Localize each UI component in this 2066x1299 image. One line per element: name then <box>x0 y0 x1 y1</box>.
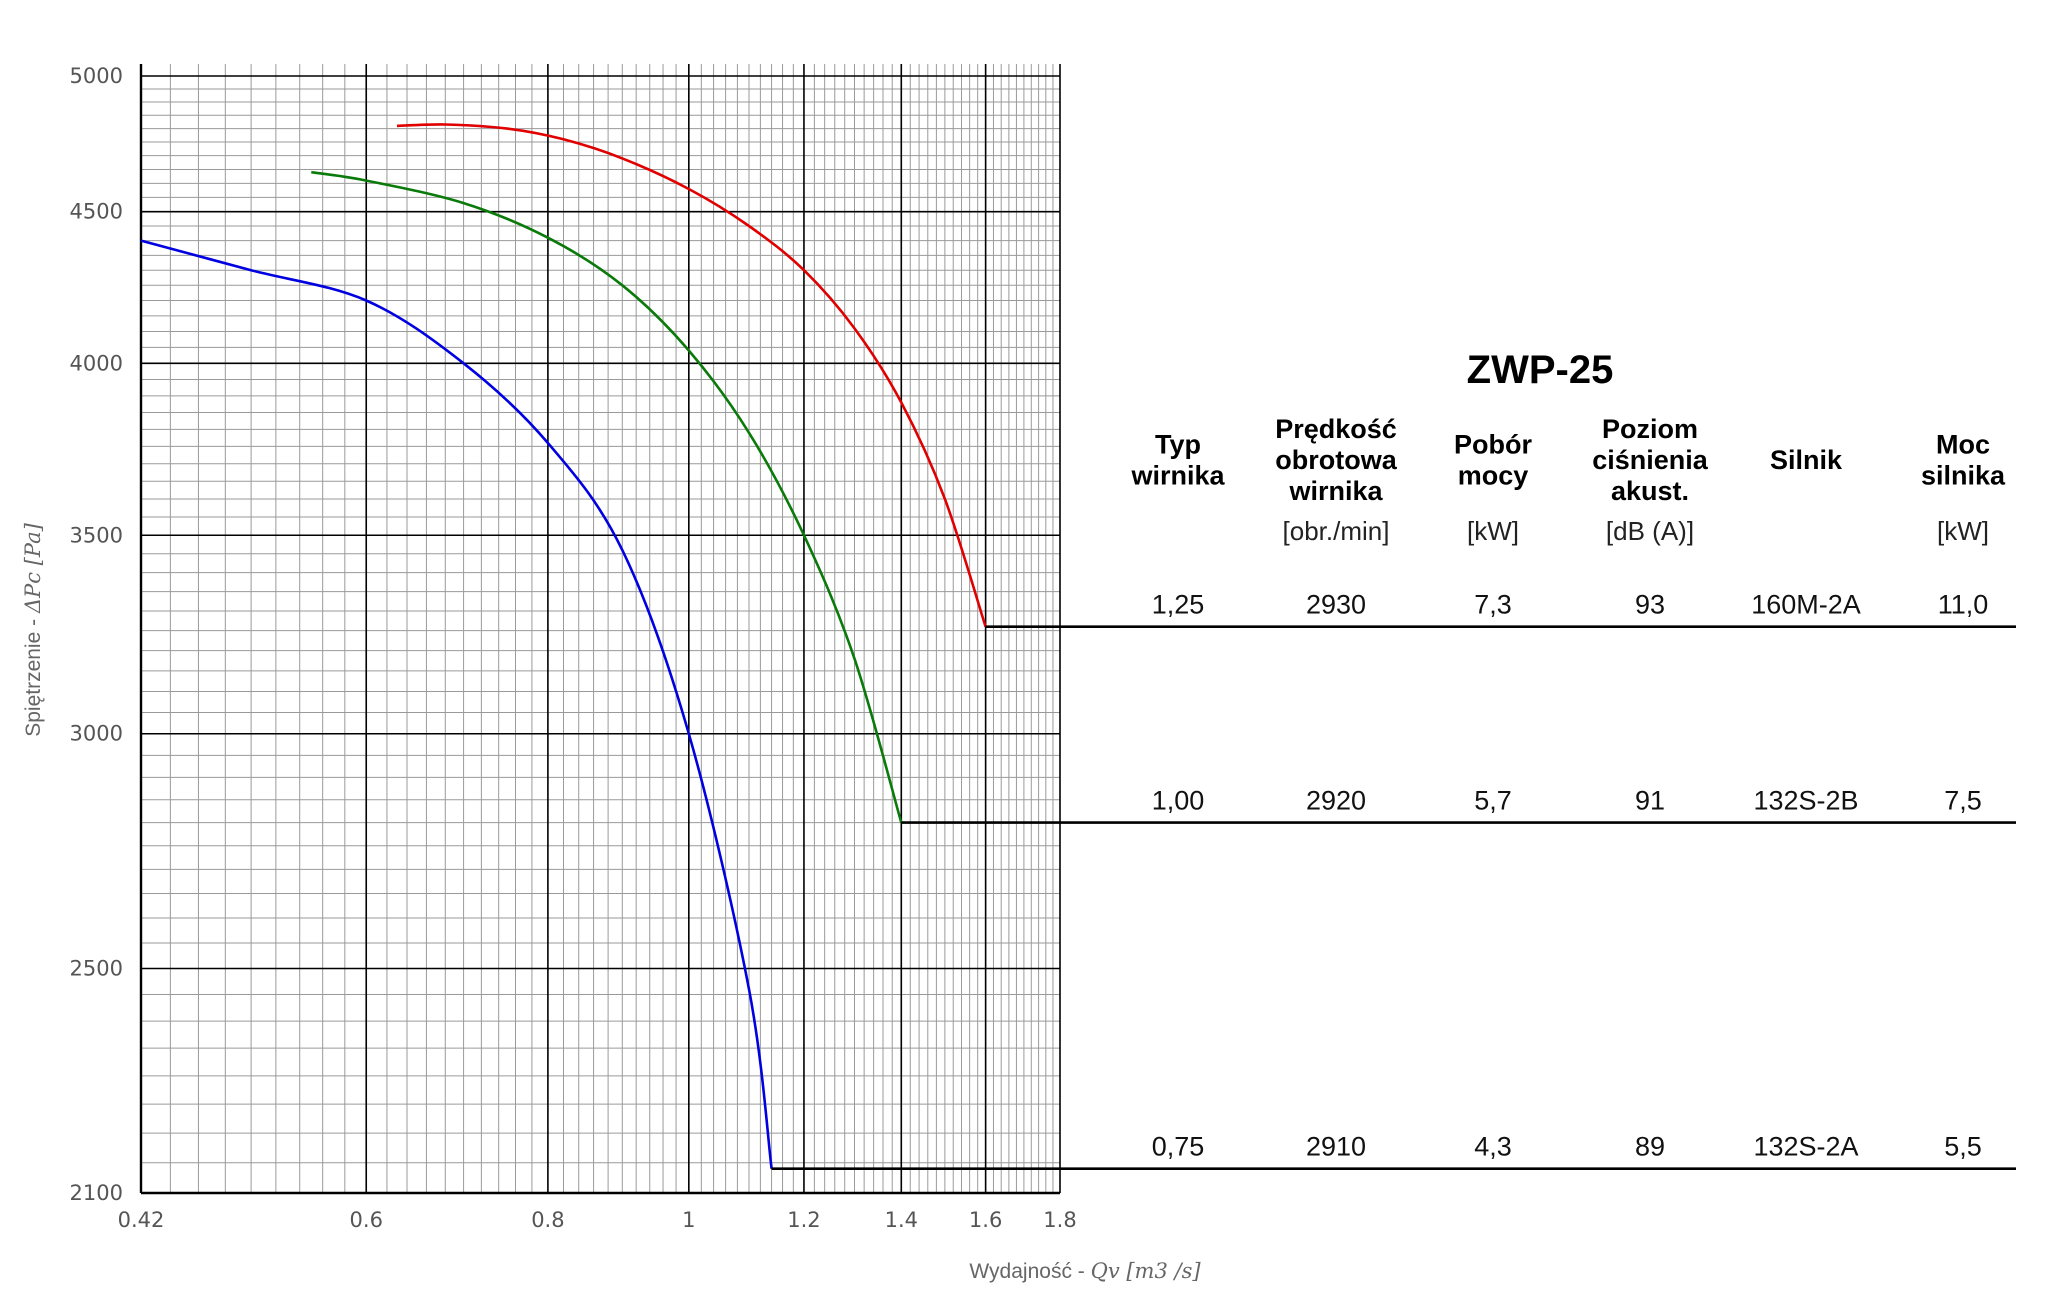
x-tick-label: 1.4 <box>885 1208 918 1232</box>
table-cell: 5,7 <box>1474 786 1512 816</box>
table-header-line: wirnika <box>1130 461 1225 491</box>
table-header-line: mocy <box>1458 461 1529 491</box>
y-tick-label: 4500 <box>70 200 123 224</box>
y-tick-label: 2100 <box>70 1181 123 1205</box>
table-header-line: Typ <box>1155 430 1201 460</box>
grid-major <box>140 64 1061 1194</box>
table-cell: 4,3 <box>1474 1132 1512 1162</box>
table-header: Poziom ciśnienia akust. <box>1592 414 1709 506</box>
table-cell: 11,0 <box>1938 590 1989 620</box>
x-tick-labels: 0.42 0.6 0.8 1 1.2 1.4 1.6 1.8 <box>118 1208 1077 1232</box>
x-axis-label: Wydajność - Qv [m3 /s] <box>969 1259 1201 1283</box>
table-cell: 1,25 <box>1152 590 1205 620</box>
table-unit: [kW] <box>1467 516 1519 546</box>
series-curve <box>311 170 903 823</box>
x-tick-label: 1.8 <box>1043 1208 1076 1232</box>
table-header: Moc silnika <box>1921 430 2006 491</box>
table-cell: 160M-2A <box>1751 590 1861 620</box>
table-cell: 2930 <box>1306 590 1366 620</box>
y-tick-label: 4000 <box>70 351 123 375</box>
y-tick-label: 3500 <box>70 523 123 547</box>
chart-title: ZWP-25 <box>1467 348 1614 392</box>
y-tick-label: 2500 <box>70 957 123 981</box>
table-unit: [kW] <box>1937 516 1989 546</box>
table-unit: [obr./min] <box>1283 516 1390 546</box>
x-tick-label: 0.8 <box>531 1208 564 1232</box>
table-header: Prędkość obrotowa wirnika <box>1275 414 1398 506</box>
table-cell: 91 <box>1635 786 1665 816</box>
table-cell: 7,3 <box>1474 590 1512 620</box>
y-axis-label-prefix: Spiętrzenie - <box>22 613 45 737</box>
grid-minor <box>141 64 1061 1193</box>
table-header: Silnik <box>1770 445 1843 475</box>
table-cell: 89 <box>1635 1132 1665 1162</box>
table-header-line: Moc <box>1936 430 1990 460</box>
table-header-line: akust. <box>1611 476 1689 506</box>
y-axis-label: Spiętrzenie - ΔPc [Pa] <box>21 522 45 736</box>
y-tick-label: 3000 <box>70 722 123 746</box>
x-axis-label-math: Qv [m3 /s] <box>1091 1259 1202 1283</box>
x-axis-label-prefix: Wydajność - <box>969 1260 1090 1283</box>
table-header-line: silnika <box>1921 461 2006 491</box>
series-curve <box>140 239 773 1169</box>
table-header-line: Pobór <box>1454 430 1532 460</box>
table-cell: 2910 <box>1306 1132 1366 1162</box>
x-tick-label: 1.6 <box>969 1208 1002 1232</box>
table-cell: 132S-2B <box>1753 786 1858 816</box>
table-header-line: Prędkość <box>1275 414 1397 444</box>
table-cell: 1,00 <box>1152 786 1205 816</box>
y-tick-labels: 5000 4500 4000 3500 3000 2500 2100 <box>70 64 123 1205</box>
table-cell: 93 <box>1635 590 1665 620</box>
table-cell: 5,5 <box>1944 1132 1982 1162</box>
x-tick-label: 1 <box>682 1208 695 1232</box>
table-cell: 2920 <box>1306 786 1366 816</box>
table-header: Pobór mocy <box>1454 430 1532 491</box>
series-layer <box>140 123 987 1169</box>
y-axis-label-math: ΔPc [Pa] <box>21 522 45 614</box>
table-header-line: wirnika <box>1288 476 1383 506</box>
x-tick-label: 1.2 <box>787 1208 820 1232</box>
series-curve <box>396 123 987 628</box>
table-cell: 0,75 <box>1152 1132 1205 1162</box>
table-header-line: obrotowa <box>1275 445 1397 475</box>
table-cell: 132S-2A <box>1753 1132 1858 1162</box>
table-unit: [dB (A)] <box>1606 516 1694 546</box>
table-header: Typ wirnika <box>1130 430 1225 491</box>
y-tick-label: 5000 <box>70 64 123 88</box>
table-header-line: Poziom <box>1602 414 1698 444</box>
x-tick-label: 0.42 <box>118 1208 165 1232</box>
table-cell: 7,5 <box>1944 786 1982 816</box>
axes <box>139 64 1060 1195</box>
leader-lines <box>771 625 2016 1171</box>
table-header-line: Silnik <box>1770 445 1843 475</box>
table-header-line: ciśnienia <box>1592 445 1709 475</box>
x-tick-label: 0.6 <box>350 1208 383 1232</box>
